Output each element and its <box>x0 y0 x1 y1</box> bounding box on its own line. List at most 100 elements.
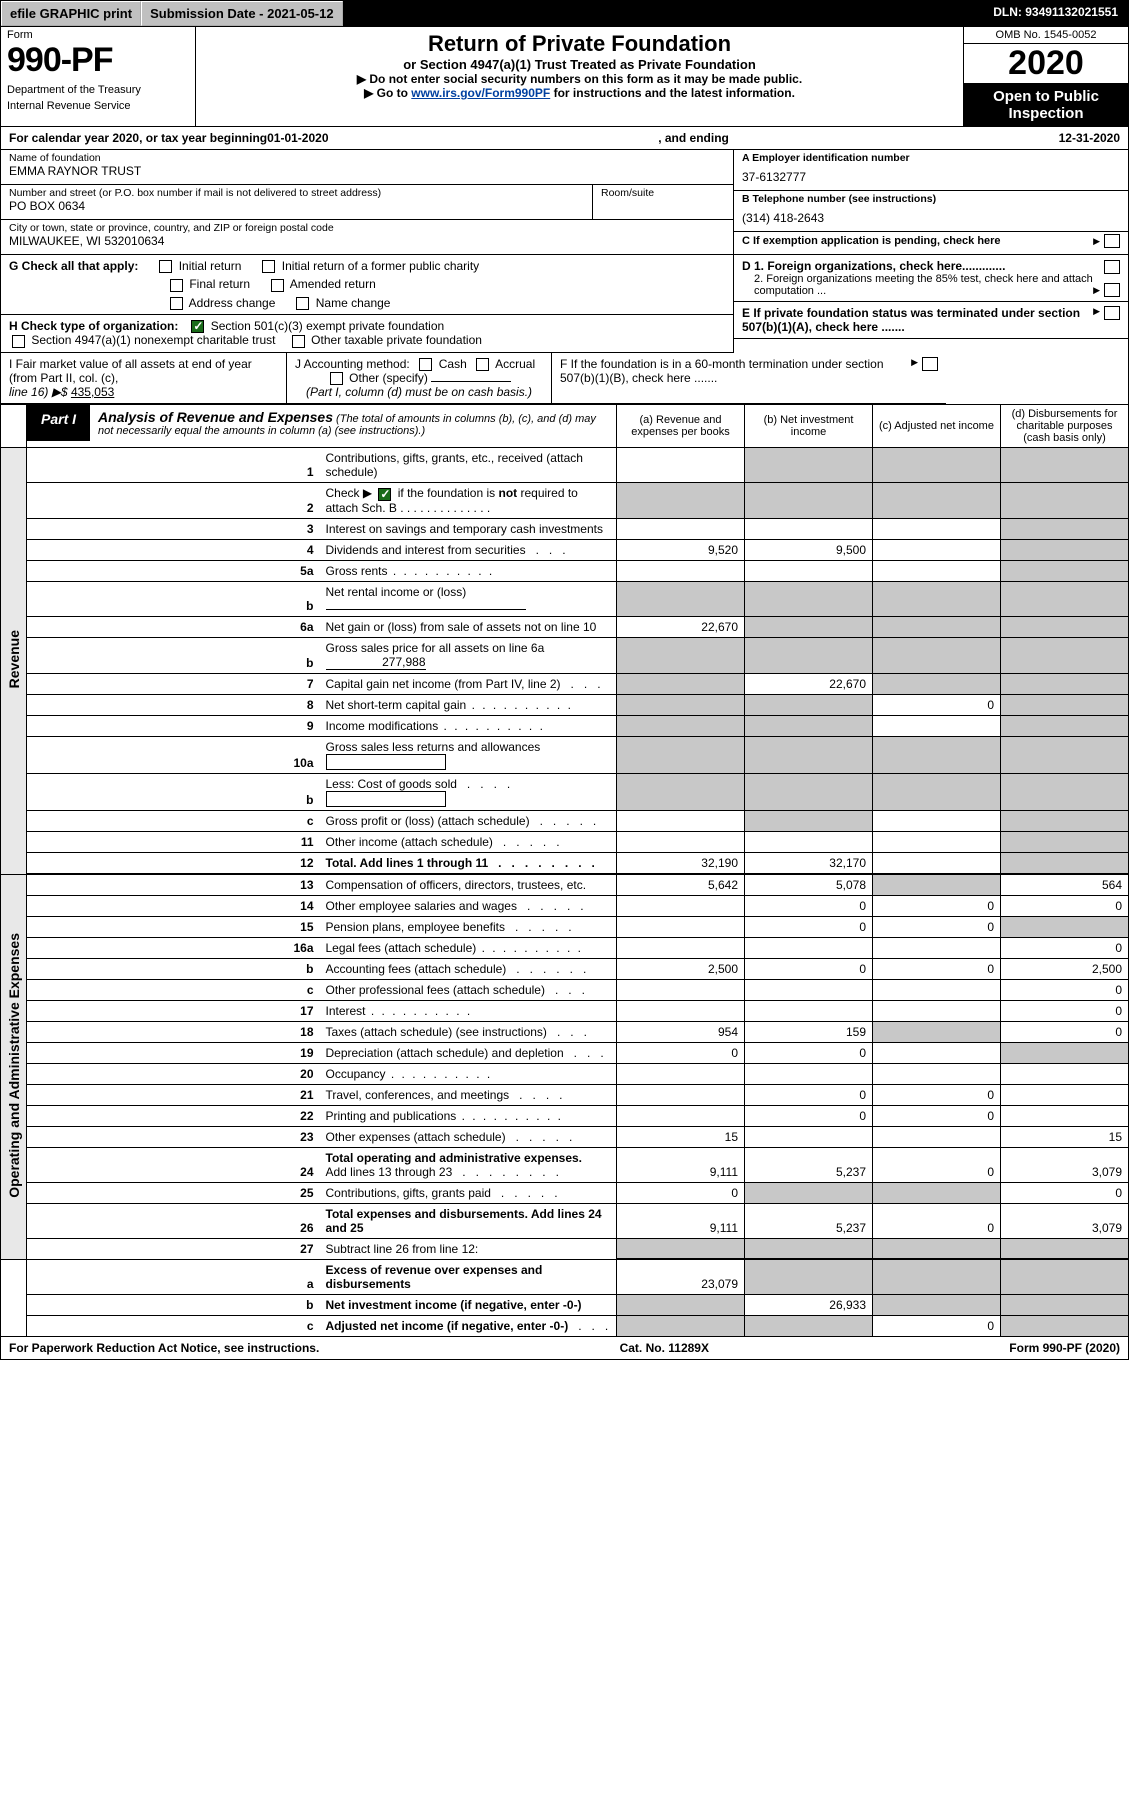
table-row: bGross sales price for all assets on lin… <box>1 637 1129 673</box>
form-header: Form 990-PF Department of the Treasury I… <box>0 27 1129 127</box>
table-row: 6aNet gain or (loss) from sale of assets… <box>1 616 1129 637</box>
table-row: 20Occupancy <box>1 1063 1129 1084</box>
table-row: bAccounting fees (attach schedule) . . .… <box>1 958 1129 979</box>
footer: For Paperwork Reduction Act Notice, see … <box>0 1337 1129 1360</box>
part1-table: Part I Analysis of Revenue and Expenses … <box>0 404 1129 1337</box>
col-b-header: (b) Net investment income <box>745 405 873 448</box>
d1-checkbox[interactable] <box>1104 260 1120 274</box>
header-center: Return of Private Foundation or Section … <box>196 27 963 126</box>
table-row: 15Pension plans, employee benefits . . .… <box>1 916 1129 937</box>
info-block: Name of foundation EMMA RAYNOR TRUST Num… <box>0 150 1129 255</box>
form-ref: Form 990-PF (2020) <box>1009 1341 1120 1355</box>
header-left: Form 990-PF Department of the Treasury I… <box>1 27 196 126</box>
4947a1-checkbox[interactable] <box>12 335 25 348</box>
table-row: 9Income modifications <box>1 715 1129 736</box>
ij-row: I Fair market value of all assets at end… <box>0 353 1129 405</box>
table-row: 24Total operating and administrative exp… <box>1 1147 1129 1182</box>
accrual-checkbox[interactable] <box>476 358 489 371</box>
form990pf-link[interactable]: www.irs.gov/Form990PF <box>411 86 550 100</box>
other-method-checkbox[interactable] <box>330 372 343 385</box>
table-row: 8Net short-term capital gain0 <box>1 694 1129 715</box>
schb-checkbox[interactable] <box>378 488 391 501</box>
initial-former-checkbox[interactable] <box>262 260 275 273</box>
table-row: bNet rental income or (loss) <box>1 581 1129 616</box>
table-row: 21Travel, conferences, and meetings . . … <box>1 1084 1129 1105</box>
table-row: 2Check ▶ if the foundation is not requir… <box>1 483 1129 518</box>
form-title: Return of Private Foundation <box>206 31 953 57</box>
foundation-name-cell: Name of foundation EMMA RAYNOR TRUST <box>1 150 733 185</box>
part1-tab: Part I <box>27 405 90 441</box>
table-row: cAdjusted net income (if negative, enter… <box>1 1316 1129 1337</box>
table-row: aExcess of revenue over expenses and dis… <box>1 1260 1129 1295</box>
table-row: 10aGross sales less returns and allowanc… <box>1 736 1129 773</box>
dept-treasury: Department of the Treasury <box>7 84 189 96</box>
table-row: 22Printing and publications00 <box>1 1105 1129 1126</box>
i-cell: I Fair market value of all assets at end… <box>1 353 287 405</box>
exemption-checkbox[interactable] <box>1104 234 1120 248</box>
table-row: bNet investment income (if negative, ent… <box>1 1295 1129 1316</box>
table-row: Operating and Administrative Expenses13C… <box>1 874 1129 895</box>
501c3-checkbox[interactable] <box>191 320 204 333</box>
table-row: 27Subtract line 26 from line 12: <box>1 1238 1129 1259</box>
d2-checkbox[interactable] <box>1104 283 1120 297</box>
topbar: efile GRAPHIC print Submission Date - 20… <box>0 0 1129 27</box>
ein-cell: A Employer identification number 37-6132… <box>734 150 1128 191</box>
address-cell: Number and street (or P.O. box number if… <box>1 185 593 220</box>
open-inspection: Open to Public Inspection <box>964 84 1128 126</box>
dept-irs: Internal Revenue Service <box>7 100 189 112</box>
paperwork-notice: For Paperwork Reduction Act Notice, see … <box>9 1341 319 1355</box>
calendar-year-row: For calendar year 2020, or tax year begi… <box>0 127 1129 150</box>
tax-year: 2020 <box>964 44 1128 84</box>
table-row: 26Total expenses and disbursements. Add … <box>1 1203 1129 1238</box>
table-row: Revenue1Contributions, gifts, grants, et… <box>1 448 1129 483</box>
ssn-note: ▶ Do not enter social security numbers o… <box>206 72 953 86</box>
table-row: 7Capital gain net income (from Part IV, … <box>1 673 1129 694</box>
h-row: H Check type of organization: Section 50… <box>1 315 733 353</box>
table-row: 3Interest on savings and temporary cash … <box>1 518 1129 539</box>
e-row: E If private foundation status was termi… <box>734 302 1128 339</box>
check-grid: G Check all that apply: Initial return I… <box>0 255 1129 353</box>
table-row: 14Other employee salaries and wages . . … <box>1 895 1129 916</box>
initial-return-checkbox[interactable] <box>159 260 172 273</box>
cash-checkbox[interactable] <box>419 358 432 371</box>
table-row: 17Interest0 <box>1 1000 1129 1021</box>
final-return-checkbox[interactable] <box>170 279 183 292</box>
d-row: D 1. Foreign organizations, check here..… <box>734 255 1128 302</box>
form-subtitle: or Section 4947(a)(1) Trust Treated as P… <box>206 57 953 72</box>
table-row: 23Other expenses (attach schedule) . . .… <box>1 1126 1129 1147</box>
table-row: 25Contributions, gifts, grants paid . . … <box>1 1182 1129 1203</box>
col-d-header: (d) Disbursements for charitable purpose… <box>1001 405 1129 448</box>
address-change-checkbox[interactable] <box>170 297 183 310</box>
omb-number: OMB No. 1545-0052 <box>964 27 1128 44</box>
table-row: 12Total. Add lines 1 through 11 . . . . … <box>1 852 1129 873</box>
g-row: G Check all that apply: Initial return I… <box>1 255 733 315</box>
table-row: 5aGross rents <box>1 560 1129 581</box>
col-c-header: (c) Adjusted net income <box>873 405 1001 448</box>
table-row: bLess: Cost of goods sold . . . . <box>1 773 1129 810</box>
e-checkbox[interactable] <box>1104 306 1120 320</box>
table-row: cGross profit or (loss) (attach schedule… <box>1 810 1129 831</box>
table-row: cOther professional fees (attach schedul… <box>1 979 1129 1000</box>
f-checkbox[interactable] <box>922 357 938 371</box>
header-right: OMB No. 1545-0052 2020 Open to Public In… <box>963 27 1128 126</box>
form-word: Form <box>7 29 189 41</box>
table-row: 4Dividends and interest from securities … <box>1 539 1129 560</box>
dln-label: DLN: 93491132021551 <box>983 1 1128 26</box>
amended-return-checkbox[interactable] <box>271 279 284 292</box>
cat-no: Cat. No. 11289X <box>319 1341 1009 1355</box>
goto-note: ▶ Go to www.irs.gov/Form990PF for instru… <box>206 86 953 100</box>
phone-cell: B Telephone number (see instructions) (3… <box>734 191 1128 232</box>
efile-print-button[interactable]: efile GRAPHIC print <box>1 1 141 26</box>
exemption-pending-cell: C If exemption application is pending, c… <box>734 232 1128 255</box>
submission-date-button[interactable]: Submission Date - 2021-05-12 <box>141 1 343 26</box>
table-row: 18Taxes (attach schedule) (see instructi… <box>1 1021 1129 1042</box>
other-taxable-checkbox[interactable] <box>292 335 305 348</box>
table-row: 11Other income (attach schedule) . . . .… <box>1 831 1129 852</box>
f-cell: F If the foundation is in a 60-month ter… <box>551 353 946 405</box>
city-cell: City or town, state or province, country… <box>1 220 733 255</box>
table-row: 16aLegal fees (attach schedule)0 <box>1 937 1129 958</box>
table-row: 19Depreciation (attach schedule) and dep… <box>1 1042 1129 1063</box>
form-number: 990-PF <box>7 41 189 80</box>
name-change-checkbox[interactable] <box>296 297 309 310</box>
j-cell: J Accounting method: Cash Accrual Other … <box>287 353 551 405</box>
